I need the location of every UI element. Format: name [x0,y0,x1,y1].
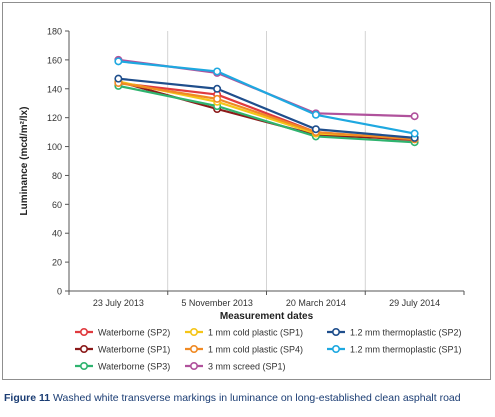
legend-swatch-marker [190,327,199,336]
y-tick-label: 40 [52,229,62,239]
y-tick-label: 160 [47,55,62,65]
x-tick-label: 29 July 2014 [389,298,440,308]
legend-swatch-marker [190,361,199,370]
legend-swatch-marker [80,327,89,336]
legend-swatch-marker [190,344,199,353]
y-axis-title: Luminance (mcd/m²/lx) [19,107,30,216]
figure-number: Figure 11 [4,392,51,404]
y-tick-label: 80 [52,171,62,181]
legend-label: 1.2 mm thermoplastic (SP2) [350,328,462,338]
y-tick-label: 100 [47,142,62,152]
legend-entry: 1.2 mm thermoplastic (SP1) [327,345,462,355]
legend-label: 3 mm screed (SP1) [208,362,286,372]
y-tick-label: 60 [52,200,62,210]
legend-swatch-marker [80,344,89,353]
legend-entry: Waterborne (SP1) [75,345,170,355]
data-point [213,84,222,93]
legend-label: Waterborne (SP3) [98,362,170,372]
y-tick-label: 120 [47,113,62,123]
y-tick-label: 140 [47,84,62,94]
legend-entry: 1 mm cold plastic (SP1) [185,328,303,338]
line-chart: 0 20 40 60 80 100 120 140 160 180 23 July 2013 5 No… [19,27,465,372]
legend-swatch-marker [331,327,340,336]
legend-label: Waterborne (SP1) [98,345,170,355]
y-tick-label: 180 [47,27,62,37]
data-point [114,57,123,66]
legend-entry: Waterborne (SP2) [75,328,170,338]
y-tick-label: 0 [57,287,62,297]
legend-label: 1.2 mm thermoplastic (SP1) [350,345,462,355]
series-line [118,77,415,139]
x-tick-label: 5 November 2013 [181,298,253,308]
x-tick-label: 20 March 2014 [286,298,346,308]
legend-label: 1 mm cold plastic (SP1) [208,328,303,338]
chart-frame: 0 20 40 60 80 100 120 140 160 180 23 July 2013 5 No… [2,2,491,380]
legend-swatch-marker [80,361,89,370]
data-point [213,94,222,103]
figure-caption-text: Washed white transverse markings in lumi… [53,392,461,404]
data-point [410,129,419,138]
y-tick-label: 20 [52,258,62,268]
figure-caption: Figure 11 Washed white transverse markin… [4,392,492,404]
legend-label: 1 mm cold plastic (SP4) [208,345,303,355]
x-axis-title: Measurement dates [220,311,314,322]
data-point [311,125,320,134]
legend-entry: 1 mm cold plastic (SP4) [185,345,303,355]
series-line [118,84,415,144]
series-line [118,81,415,141]
x-tick-label: 23 July 2013 [93,298,144,308]
data-point [114,74,123,83]
legend-label: Waterborne (SP2) [98,328,170,338]
legend-entry: 1.2 mm thermoplastic (SP2) [327,328,462,338]
data-point [410,112,419,121]
series-line [118,60,415,135]
legend-swatch-marker [331,344,340,353]
data-point [213,67,222,76]
data-point [311,110,320,119]
legend-entry: Waterborne (SP3) [75,362,170,372]
legend-entry: 3 mm screed (SP1) [185,362,286,372]
